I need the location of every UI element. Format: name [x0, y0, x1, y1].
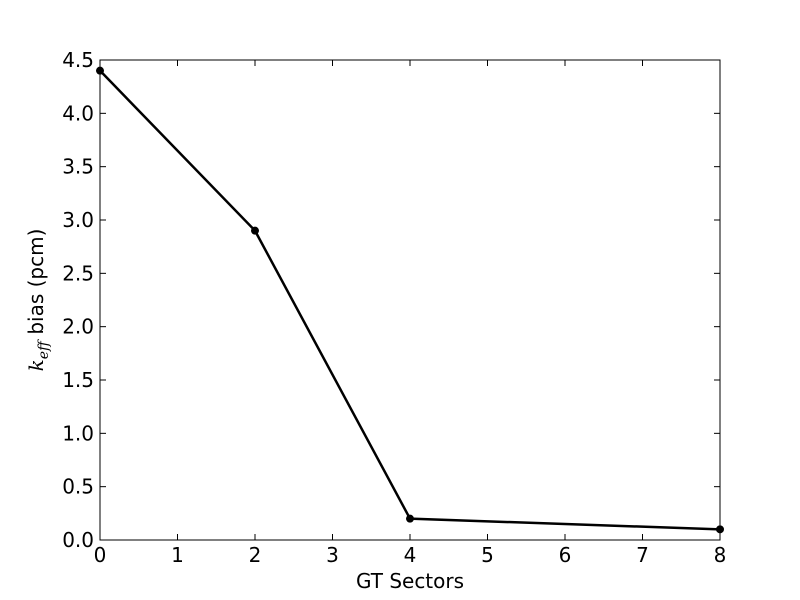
y-axis-title: keff bias (pcm)	[24, 229, 52, 372]
data-point	[96, 66, 104, 75]
y-tick-label: 0.0	[62, 528, 94, 552]
y-axis-title-subscript: eff	[36, 339, 52, 359]
y-tick-label: 1.5	[62, 368, 94, 392]
x-tick-label: 4	[404, 543, 417, 567]
y-tick-label: 0.5	[62, 475, 94, 499]
x-tick-label: 7	[636, 543, 649, 567]
y-tick-label: 4.5	[62, 48, 94, 72]
y-tick-label: 2.5	[62, 261, 94, 285]
y-tick-label: 2.0	[62, 315, 94, 339]
x-axis-title: GT Sectors	[356, 569, 464, 593]
y-axis-title-suffix: bias (pcm)	[24, 229, 48, 341]
series-layer	[96, 66, 724, 534]
plot-frame	[99, 59, 721, 541]
y-tick-label: 3.5	[62, 155, 94, 179]
x-tick-label: 0	[94, 543, 107, 567]
series-line	[99, 69, 721, 531]
x-tick-label: 3	[326, 543, 339, 567]
x-tick-label: 5	[481, 543, 494, 567]
data-point	[251, 226, 259, 235]
y-axis-title-symbol: k	[24, 359, 48, 371]
x-tick-label: 6	[559, 543, 572, 567]
x-tick-label: 1	[171, 543, 184, 567]
y-axis-ticks: 0.0 0.5 1.0 1.5 2.0 2.5 3.0 3.5 4.0 4.5	[62, 48, 720, 552]
plot-area	[99, 59, 721, 541]
data-point	[716, 525, 724, 534]
x-axis-ticks: 0 1 2 3 4 5 6 7 8	[94, 60, 727, 567]
data-point	[406, 514, 414, 523]
y-tick-label: 4.0	[62, 101, 94, 125]
x-tick-label: 8	[714, 543, 727, 567]
y-tick-label: 1.0	[62, 421, 94, 445]
y-tick-label: 3.0	[62, 208, 94, 232]
x-tick-label: 2	[249, 543, 262, 567]
